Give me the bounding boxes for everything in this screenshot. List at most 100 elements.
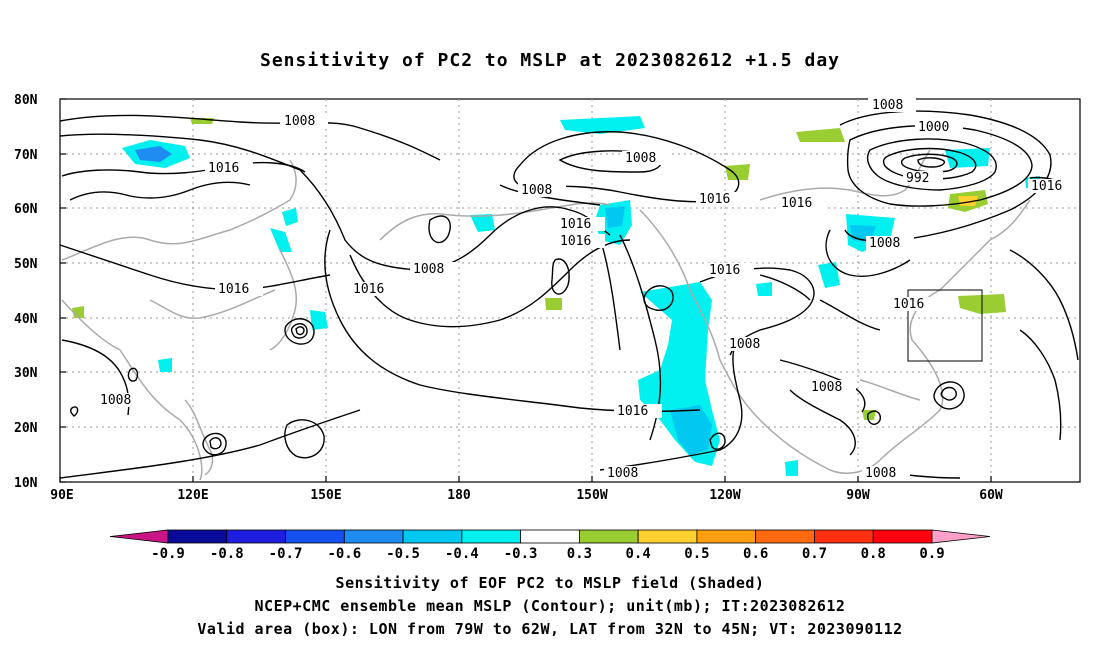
shade-negative-canada-south: [818, 262, 840, 288]
colorbar-label: 0.3: [567, 546, 592, 562]
contour-label: 1016: [1031, 179, 1062, 194]
lat-label: 20N: [14, 421, 38, 436]
colorbar-swatch: [402, 529, 463, 544]
contour-label: 1008: [865, 466, 896, 481]
grid-lines: [60, 99, 1080, 482]
contour-label: 1016: [208, 161, 239, 176]
colorbar-swatch: [578, 529, 639, 544]
contour-labels: 1008 1008 1000 992 1016 1016 1008 1008 1…: [97, 98, 1076, 481]
colorbar-swatch: [343, 529, 404, 544]
shade-negative-japan: [270, 228, 292, 252]
contour-label: 1016: [617, 404, 648, 419]
colorbar-label: -0.3: [504, 546, 538, 562]
shade-negative-siberia-inner: [135, 146, 172, 162]
axis-ticks: [59, 98, 992, 483]
map-title: Sensitivity of PC2 to MSLP at 2023082612…: [259, 50, 840, 71]
contour-label: 1016: [709, 263, 740, 278]
colorbar-swatch: [285, 529, 345, 544]
colorbar-label: 0.5: [684, 546, 709, 562]
caption-line-3: Valid area (box): LON from 79W to 62W, L…: [197, 620, 903, 638]
lon-label: 60W: [979, 488, 1003, 503]
colorbar-swatch: [520, 529, 580, 544]
contour-label: 1008: [100, 393, 131, 408]
sensitivity-shading: [72, 116, 1040, 476]
lat-label: 10N: [14, 476, 38, 491]
shade-positive-central-pacific: [545, 298, 562, 310]
colorbar-arrow-high: [931, 529, 991, 544]
shade-positive-caribbean: [862, 410, 876, 420]
colorbar-label: -0.7: [269, 546, 303, 562]
contour-label: 1016: [699, 192, 730, 207]
shade-negative-rockies: [756, 282, 772, 296]
colorbar-label: -0.6: [327, 546, 361, 562]
lon-label: 120E: [177, 488, 208, 503]
shade-positive-india: [72, 306, 84, 318]
caption-line-1: Sensitivity of EOF PC2 to MSLP field (Sh…: [335, 574, 765, 592]
contour-label: 1008: [607, 466, 638, 481]
contour-label: 1016: [353, 282, 384, 297]
shade-negative-ne-pacific-inner: [670, 405, 712, 455]
lat-label: 40N: [14, 312, 38, 327]
lon-label: 90W: [846, 488, 870, 503]
longitude-labels: 90E 120E 150E 180 150W 120W 90W 60W: [50, 488, 1003, 503]
colorbar-label: -0.9: [151, 546, 185, 562]
lon-label: 150W: [576, 488, 607, 503]
lat-label: 30N: [14, 366, 38, 381]
colorbar-label: -0.8: [210, 546, 244, 562]
contour-label: 1008: [869, 236, 900, 251]
lat-label: 60N: [14, 202, 38, 217]
contour-label: 1016: [893, 297, 924, 312]
contour-label: 1008: [872, 98, 903, 113]
valid-area-box: [907, 289, 983, 362]
shade-negative-mexico: [785, 460, 798, 476]
lon-label: 180: [447, 488, 471, 503]
colorbar-swatch: [637, 529, 698, 544]
lat-label: 50N: [14, 257, 38, 272]
shade-positive-bering: [725, 164, 750, 180]
contour-label: 1000: [918, 120, 949, 135]
contour-label: 1008: [521, 183, 552, 198]
lat-label: 80N: [14, 93, 38, 108]
colorbar-swatch: [872, 529, 933, 544]
contour-label: 1008: [284, 114, 315, 129]
shade-negative-dateline: [470, 214, 495, 232]
latitude-labels: 80N 70N 60N 50N 40N 30N 20N 10N: [14, 93, 38, 491]
contour-label: 1016: [218, 282, 249, 297]
shade-positive-baffin: [796, 128, 845, 142]
lon-label: 120W: [709, 488, 740, 503]
contour-label: 1008: [811, 380, 842, 395]
contour-label: 1008: [413, 262, 444, 277]
colorbar-label: -0.5: [386, 546, 420, 562]
colorbar: -0.9 -0.8 -0.7 -0.6 -0.5 -0.4 -0.3 0.3 0.4 0.5 0.6…: [109, 529, 991, 562]
colorbar-swatch: [461, 529, 522, 544]
lat-label: 70N: [14, 148, 38, 163]
colorbar-swatch: [755, 529, 815, 544]
shade-negative-nw-pacific: [310, 310, 328, 330]
colorbar-label: 0.9: [919, 546, 944, 562]
colorbar-label: 0.4: [626, 546, 651, 562]
colorbar-swatch: [167, 529, 228, 544]
colorbar-label: 0.6: [743, 546, 768, 562]
contour-label: 1016: [781, 196, 812, 211]
shade-negative-aleutian-inner: [605, 206, 625, 228]
contour-label: 1016: [560, 234, 591, 249]
colorbar-swatch: [226, 529, 286, 544]
contour-label: 992: [906, 171, 929, 186]
colorbar-arrow-low: [109, 529, 169, 544]
contour-label: 1016: [560, 217, 591, 232]
colorbar-swatch: [814, 529, 874, 544]
shade-negative-arctic-pacific: [560, 116, 645, 134]
colorbar-swatch: [696, 529, 757, 544]
colorbar-label: -0.4: [445, 546, 479, 562]
shade-negative-scs: [158, 358, 172, 372]
caption-line-2: NCEP+CMC ensemble mean MSLP (Contour); u…: [254, 597, 846, 615]
colorbar-label: 0.8: [861, 546, 886, 562]
coastlines: [61, 149, 1031, 481]
lon-label: 150E: [310, 488, 341, 503]
colorbar-label: 0.7: [802, 546, 827, 562]
contour-label: 1008: [729, 337, 760, 352]
shade-negative-kamchatka: [282, 208, 298, 226]
contour-label: 1008: [625, 151, 656, 166]
lon-label: 90E: [50, 488, 73, 503]
